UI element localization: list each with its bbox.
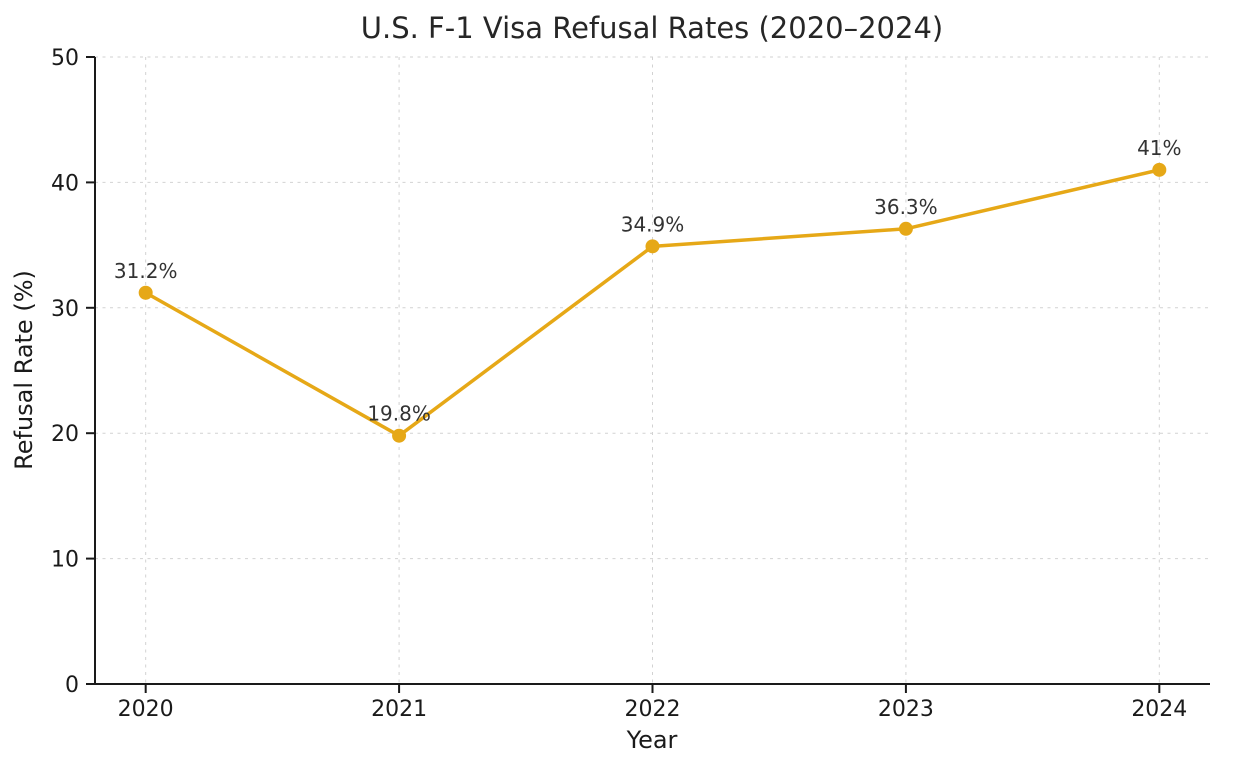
data-point-marker [898,221,913,236]
x-tick-label: 2024 [1131,697,1187,722]
y-tick-label: 30 [51,297,79,322]
x-axis-label: Year [626,726,678,754]
y-tick-label: 50 [51,46,79,71]
plot-area: 31.2% 19.8% 34.9% 36.3% 41% 0 10 20 30 40 50 2020 20… [51,46,1210,722]
y-tick-label: 10 [51,548,79,573]
data-point-label: 36.3% [874,195,938,219]
x-tick-label: 2023 [878,697,934,722]
data-point-marker [1152,162,1167,177]
x-tick-label: 2022 [625,697,681,722]
data-point-marker [392,428,407,443]
data-point-marker [138,285,153,300]
data-point-label: 41% [1137,136,1181,160]
x-tick-label: 2020 [118,697,174,722]
y-tick-label: 40 [51,171,79,196]
y-axis-label: Refusal Rate (%) [10,270,38,470]
data-point-label: 34.9% [621,212,685,236]
data-point-label: 19.8% [367,402,431,426]
data-point-marker [645,239,660,254]
x-tick-label: 2021 [371,697,427,722]
y-tick-label: 0 [65,673,79,698]
chart-title: U.S. F-1 Visa Refusal Rates (2020–2024) [361,11,943,45]
y-tick-label: 20 [51,422,79,447]
data-point-label: 31.2% [114,259,178,283]
